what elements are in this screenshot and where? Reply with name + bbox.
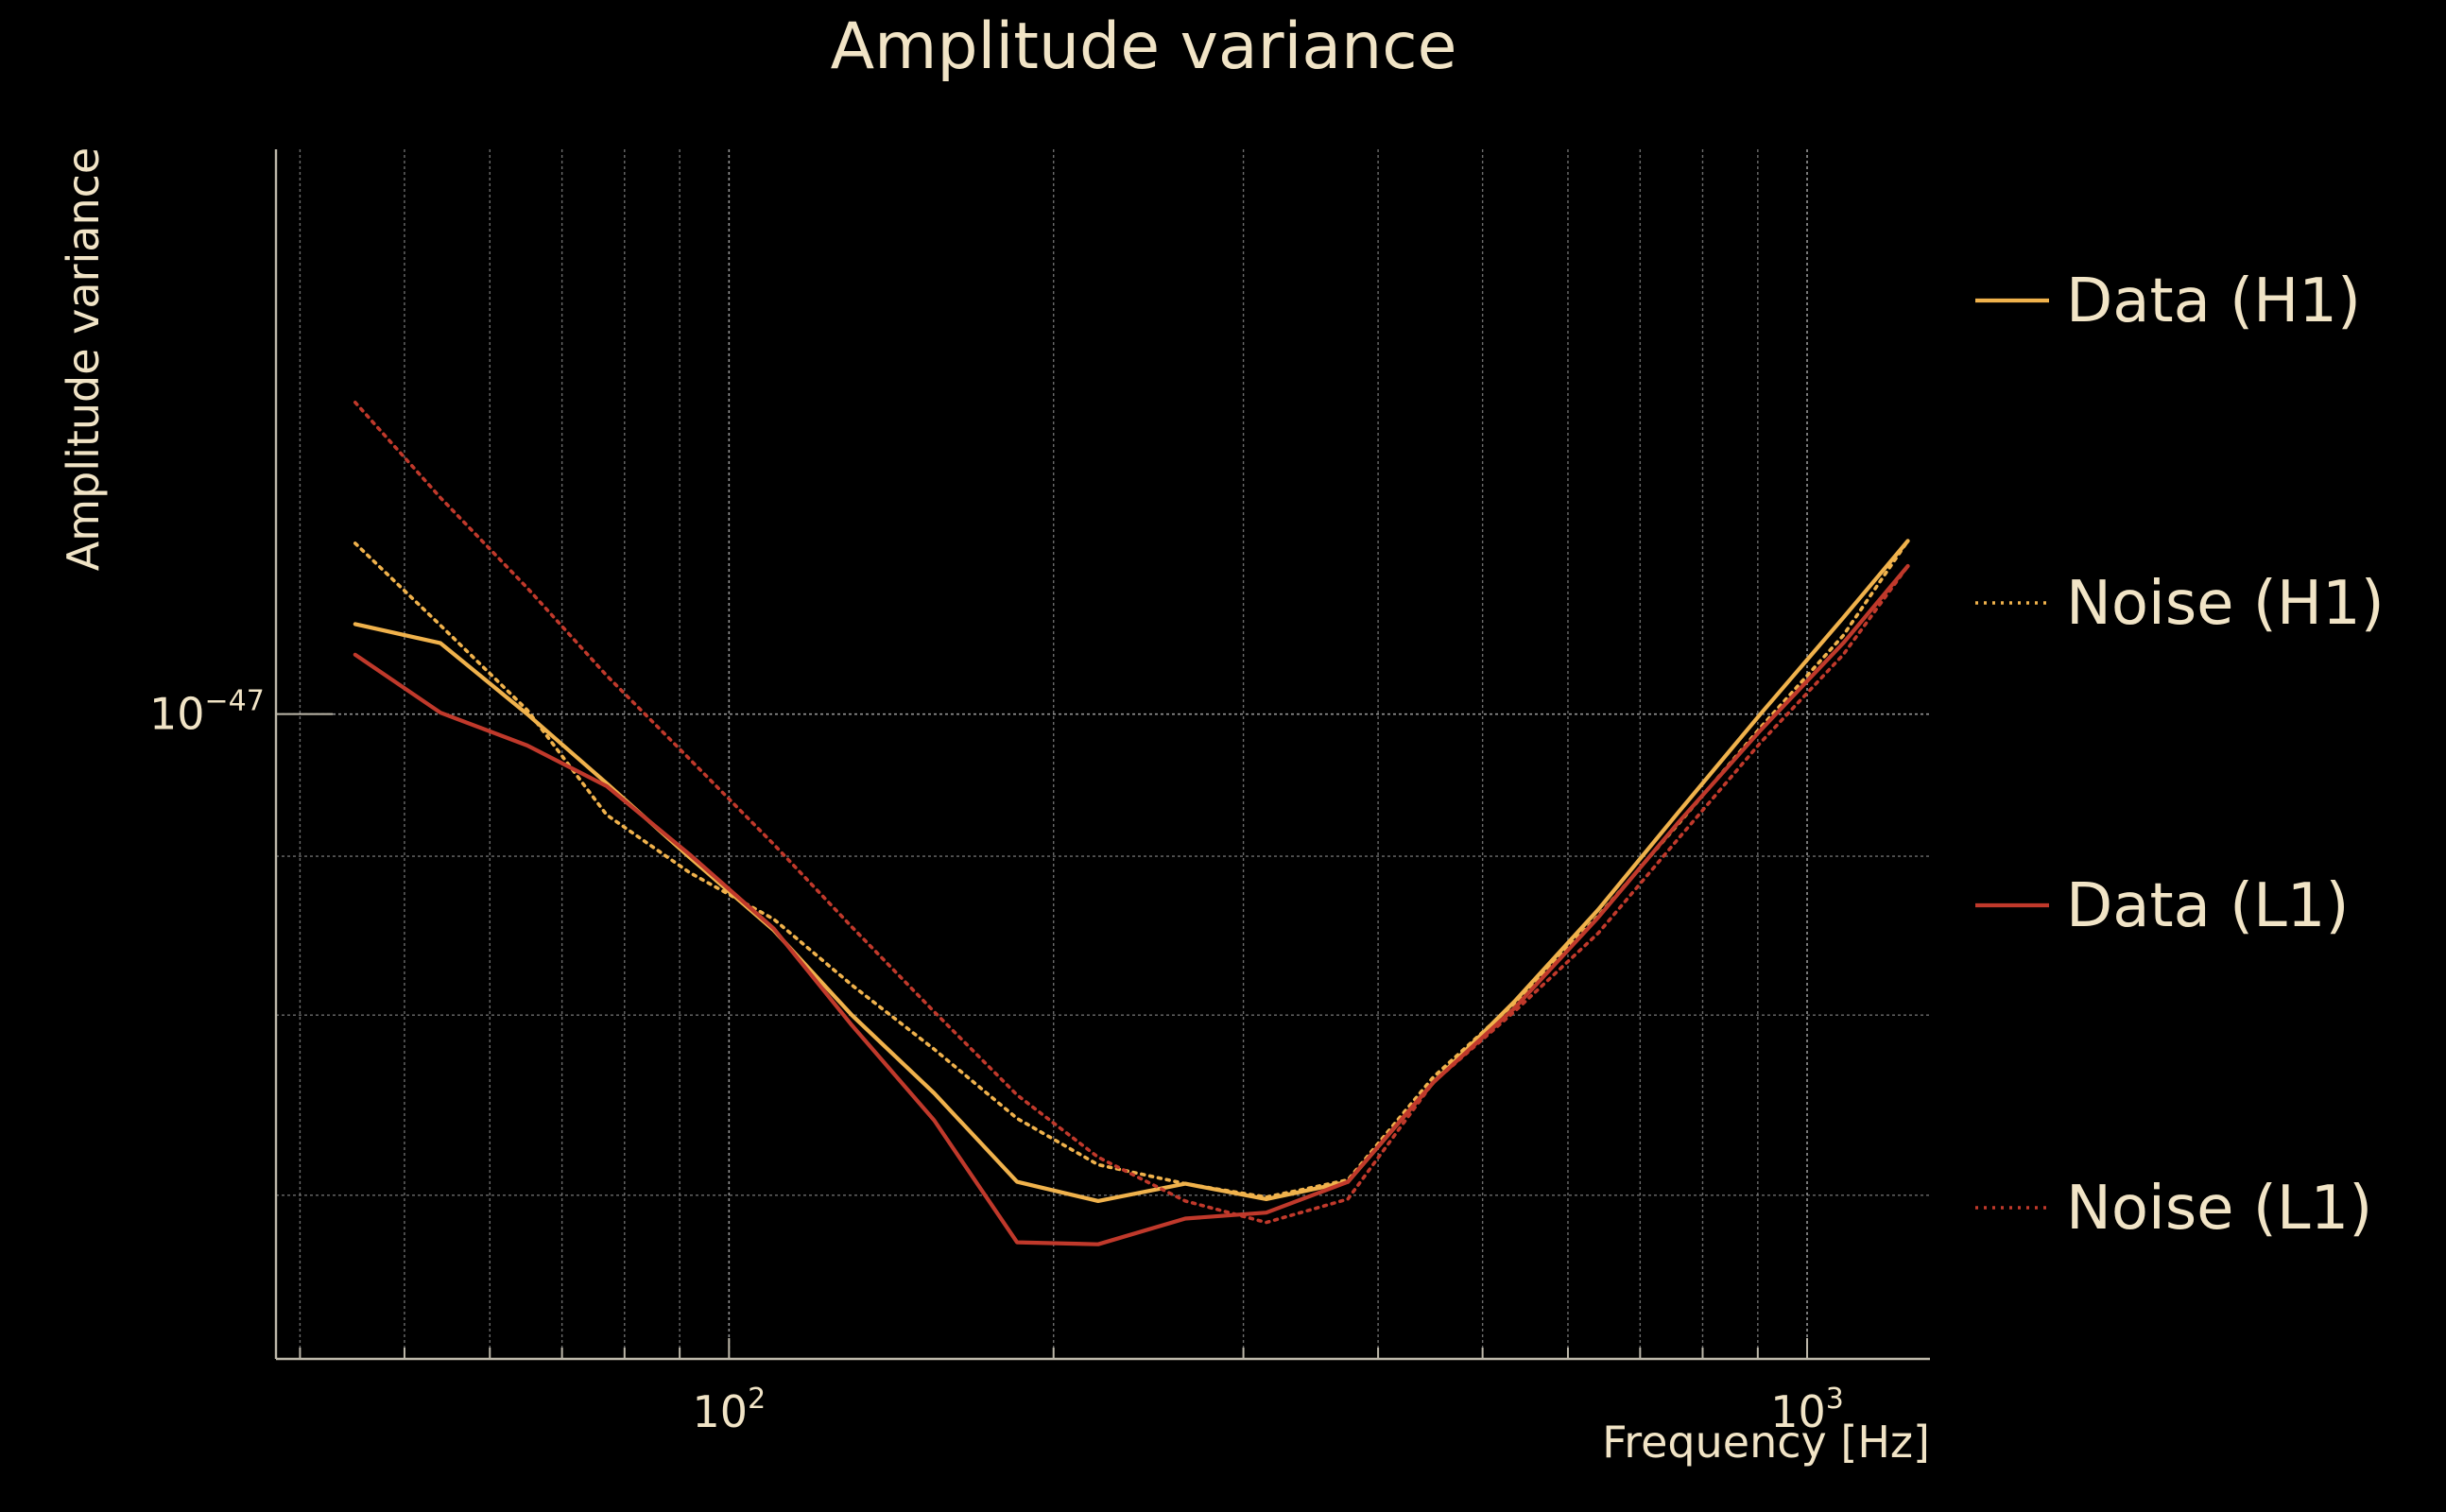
legend-item: Data (L1): [1975, 871, 2349, 941]
legend-label: Noise (H1): [2066, 569, 2385, 639]
x-tick-label: 102: [693, 1383, 767, 1437]
chart-title: Amplitude variance: [831, 9, 1457, 84]
x-tick-label: 103: [1770, 1383, 1844, 1437]
grid: [276, 149, 1930, 1359]
legend-label: Data (L1): [2066, 871, 2349, 941]
legend-item: Data (H1): [1975, 266, 2361, 336]
legend-label: Data (H1): [2066, 266, 2361, 336]
series-line-data-l1: [353, 563, 1910, 1246]
x-axis-label: Frequency [Hz]: [1602, 1417, 1930, 1468]
y-axis-label: Amplitude variance: [58, 147, 109, 571]
series-line-noise-l1: [353, 400, 1910, 1225]
legend-item: Noise (H1): [1975, 569, 2385, 639]
legend: Data (H1) Noise (H1) Data (L1) Noise (L1): [1975, 266, 2385, 1244]
legend-item: Noise (L1): [1975, 1174, 2372, 1244]
tick-labels: 102 103 10−47: [149, 685, 1844, 1437]
series-lines: [353, 400, 1910, 1246]
legend-label: Noise (L1): [2066, 1174, 2372, 1244]
y-tick-label: 10−47: [149, 685, 265, 740]
axes: [274, 149, 1930, 1361]
series-line-noise-h1: [353, 539, 1910, 1199]
